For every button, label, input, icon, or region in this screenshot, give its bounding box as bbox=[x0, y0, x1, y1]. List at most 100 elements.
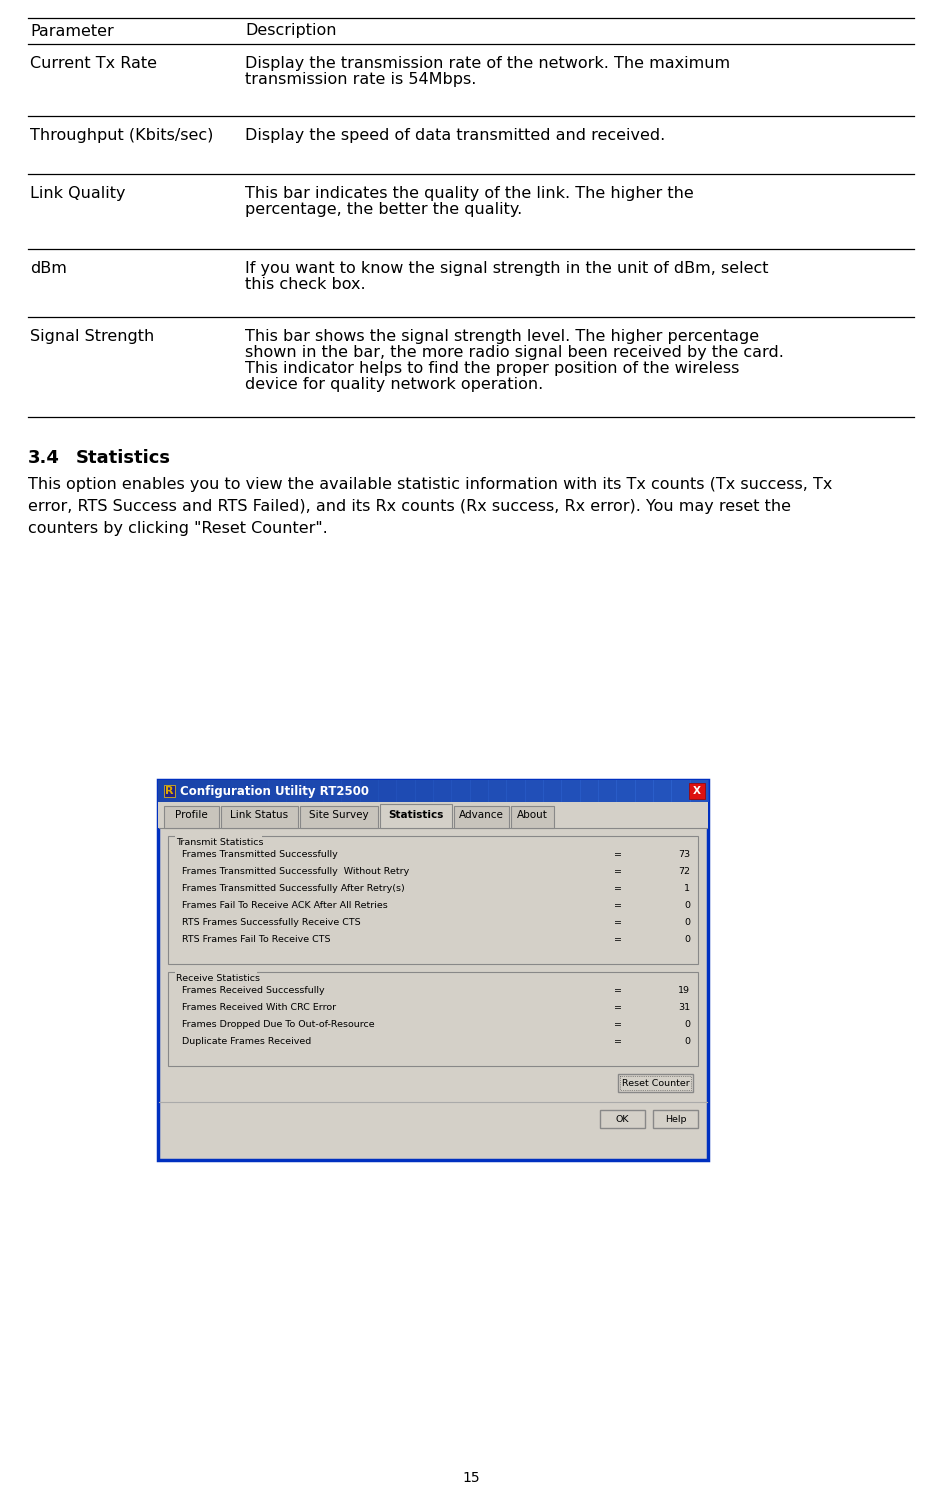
Text: Profile: Profile bbox=[175, 810, 207, 821]
Text: Receive Statistics: Receive Statistics bbox=[176, 975, 260, 984]
Text: Help: Help bbox=[665, 1114, 687, 1124]
Text: This bar indicates the quality of the link. The higher the: This bar indicates the quality of the li… bbox=[245, 185, 693, 200]
Text: Duplicate Frames Received: Duplicate Frames Received bbox=[182, 1038, 311, 1046]
Bar bbox=[543, 780, 562, 801]
Text: This option enables you to view the available statistic information with its Tx : This option enables you to view the avai… bbox=[28, 477, 833, 492]
Bar bbox=[360, 780, 379, 801]
Text: percentage, the better the quality.: percentage, the better the quality. bbox=[245, 202, 522, 217]
Text: shown in the bar, the more radio signal been received by the card.: shown in the bar, the more radio signal … bbox=[245, 345, 784, 360]
Bar bbox=[232, 780, 251, 801]
Text: Statistics: Statistics bbox=[76, 448, 171, 466]
Text: 0: 0 bbox=[684, 934, 690, 943]
Bar bbox=[454, 806, 509, 828]
Bar bbox=[304, 780, 324, 801]
Bar bbox=[561, 780, 580, 801]
Bar bbox=[620, 1076, 691, 1090]
Bar bbox=[511, 806, 554, 828]
Text: Frames Transmitted Successfully After Retry(s): Frames Transmitted Successfully After Re… bbox=[182, 884, 405, 893]
Text: Frames Received Successfully: Frames Received Successfully bbox=[182, 987, 325, 996]
Text: Advance: Advance bbox=[459, 810, 504, 821]
Text: 1: 1 bbox=[684, 884, 690, 893]
Bar bbox=[175, 833, 262, 842]
Text: device for quality network operation.: device for quality network operation. bbox=[245, 377, 544, 392]
Bar bbox=[653, 780, 673, 801]
Text: OK: OK bbox=[616, 1114, 629, 1124]
Bar bbox=[381, 804, 452, 828]
Text: Current Tx Rate: Current Tx Rate bbox=[30, 55, 157, 70]
Bar bbox=[618, 1073, 693, 1091]
Bar bbox=[176, 780, 196, 801]
Text: =: = bbox=[614, 851, 622, 860]
Text: If you want to know the signal strength in the unit of dBm, select: If you want to know the signal strength … bbox=[245, 262, 769, 277]
Text: Frames Received With CRC Error: Frames Received With CRC Error bbox=[182, 1003, 336, 1012]
Bar bbox=[175, 967, 257, 978]
Text: 31: 31 bbox=[678, 1003, 690, 1012]
Text: Transmit Statistics: Transmit Statistics bbox=[176, 839, 264, 848]
Text: Configuration Utility RT2500: Configuration Utility RT2500 bbox=[180, 785, 369, 797]
Text: Link Quality: Link Quality bbox=[30, 185, 125, 200]
Text: 0: 0 bbox=[684, 1020, 690, 1029]
Bar bbox=[268, 780, 287, 801]
Text: 3.4: 3.4 bbox=[28, 448, 60, 466]
Text: =: = bbox=[614, 901, 622, 910]
Text: =: = bbox=[614, 867, 622, 876]
Bar bbox=[690, 780, 709, 801]
Text: dBm: dBm bbox=[30, 262, 67, 277]
Bar bbox=[689, 783, 705, 798]
Bar bbox=[300, 806, 378, 828]
Bar bbox=[195, 780, 214, 801]
Bar bbox=[653, 1109, 698, 1129]
Text: RTS Frames Successfully Receive CTS: RTS Frames Successfully Receive CTS bbox=[182, 918, 361, 927]
Text: transmission rate is 54Mbps.: transmission rate is 54Mbps. bbox=[245, 72, 477, 87]
Bar bbox=[598, 780, 617, 801]
Bar bbox=[341, 780, 361, 801]
Text: 0: 0 bbox=[684, 1038, 690, 1046]
Text: RTS Frames Fail To Receive CTS: RTS Frames Fail To Receive CTS bbox=[182, 934, 331, 943]
Bar bbox=[378, 780, 398, 801]
Bar bbox=[451, 780, 471, 801]
Text: 0: 0 bbox=[684, 901, 690, 910]
Text: Description: Description bbox=[245, 24, 336, 39]
Text: error, RTS Success and RTS Failed), and its Rx counts (Rx success, Rx error). Yo: error, RTS Success and RTS Failed), and … bbox=[28, 499, 791, 514]
Text: Frames Transmitted Successfully  Without Retry: Frames Transmitted Successfully Without … bbox=[182, 867, 409, 876]
Text: Throughput (Kbits/sec): Throughput (Kbits/sec) bbox=[30, 129, 214, 144]
Bar bbox=[600, 1109, 645, 1129]
Bar bbox=[158, 780, 177, 801]
Text: X: X bbox=[693, 786, 701, 795]
Text: About: About bbox=[517, 810, 547, 821]
Bar bbox=[158, 780, 708, 1160]
Text: Parameter: Parameter bbox=[30, 24, 114, 39]
Text: Site Survey: Site Survey bbox=[310, 810, 369, 821]
Bar bbox=[525, 780, 544, 801]
Text: =: = bbox=[614, 934, 622, 943]
Text: 72: 72 bbox=[678, 867, 690, 876]
Bar bbox=[433, 780, 452, 801]
Text: Frames Fail To Receive ACK After All Retries: Frames Fail To Receive ACK After All Ret… bbox=[182, 901, 388, 910]
Text: =: = bbox=[614, 1003, 622, 1012]
Text: Link Status: Link Status bbox=[231, 810, 288, 821]
Bar bbox=[213, 780, 233, 801]
Bar bbox=[164, 806, 219, 828]
Text: R: R bbox=[165, 786, 173, 795]
Text: counters by clicking "Reset Counter".: counters by clicking "Reset Counter". bbox=[28, 520, 328, 537]
Bar bbox=[220, 806, 299, 828]
Bar bbox=[158, 801, 708, 828]
Text: 73: 73 bbox=[678, 851, 690, 860]
Bar bbox=[250, 780, 269, 801]
Bar bbox=[672, 780, 690, 801]
Text: Reset Counter: Reset Counter bbox=[622, 1078, 690, 1087]
Bar bbox=[168, 836, 698, 964]
Text: Signal Strength: Signal Strength bbox=[30, 329, 154, 344]
Text: =: = bbox=[614, 987, 622, 996]
Text: This bar shows the signal strength level. The higher percentage: This bar shows the signal strength level… bbox=[245, 329, 759, 344]
Text: =: = bbox=[614, 918, 622, 927]
Text: Display the transmission rate of the network. The maximum: Display the transmission rate of the net… bbox=[245, 55, 730, 70]
Text: 0: 0 bbox=[684, 918, 690, 927]
Bar bbox=[488, 780, 508, 801]
Bar bbox=[616, 780, 636, 801]
Bar bbox=[507, 780, 526, 801]
Text: =: = bbox=[614, 1038, 622, 1046]
Bar bbox=[286, 780, 305, 801]
Text: =: = bbox=[614, 884, 622, 893]
Bar bbox=[323, 780, 342, 801]
